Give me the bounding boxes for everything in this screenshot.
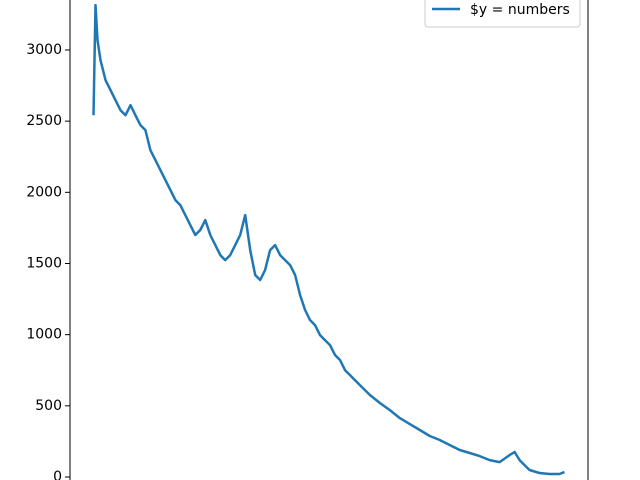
y-tick-label: 1000 [26,327,62,343]
y-tick-label: 1500 [26,255,62,271]
y-tick-label: 3000 [26,42,62,58]
y-tick-label: 500 [35,398,62,414]
y-tick-label: 2500 [26,113,62,129]
y-tick-label: 0 [53,469,62,480]
legend-label: $y = numbers [470,2,570,18]
data-line [92,3,565,476]
y-tick-label: 2000 [26,184,62,200]
legend-box [424,0,581,28]
